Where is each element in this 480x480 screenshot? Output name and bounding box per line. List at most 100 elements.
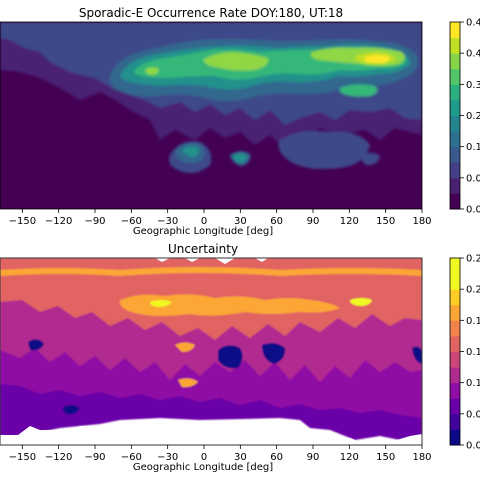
x-axis-ticks: −150 −120 −90 −60 −30 0 30 60 90 120 150 180 xyxy=(9,209,432,227)
plot-area xyxy=(0,258,422,445)
chart-title: Uncertainty xyxy=(168,242,238,256)
colorbar-band xyxy=(450,177,460,194)
colorbar-band xyxy=(450,429,460,446)
contour-level-0.195 xyxy=(119,294,340,316)
colorbar-band xyxy=(450,115,460,132)
colorbar-tick-label: 0.32 xyxy=(466,80,480,91)
x-tick-label: 150 xyxy=(376,452,395,463)
plot-area xyxy=(0,22,422,209)
x-tick-label: 120 xyxy=(340,452,359,463)
contour-blob-low-center xyxy=(218,345,243,369)
contour-level-0.40 xyxy=(203,52,269,71)
x-tick-label: −120 xyxy=(45,452,72,463)
colorbar-bands xyxy=(450,22,460,210)
colorbar-tick-label: 0.18 xyxy=(466,316,480,327)
chart-title: Sporadic-E Occurrence Rate DOY:180, UT:1… xyxy=(79,6,343,20)
x-tick-label: 0 xyxy=(201,216,207,227)
colorbar: 0.06 0.09 0.12 0.15 0.18 0.21 0.24 xyxy=(449,254,480,452)
colorbar-tick-label: 0.48 xyxy=(466,18,480,29)
colorbar-ticks: 0.06 0.09 0.12 0.15 0.18 0.21 0.24 xyxy=(460,254,480,452)
colorbar-band xyxy=(450,367,460,384)
x-axis-ticks: −150 −120 −90 −60 −30 0 30 60 90 120 150 180 xyxy=(9,445,432,463)
contour-blob-0.24-south2 xyxy=(233,153,247,163)
colorbar-tick-label: 0.06 xyxy=(466,441,480,452)
colorbar-band xyxy=(450,193,460,210)
x-tick-label: −60 xyxy=(121,216,142,227)
contour-level-0.48 xyxy=(365,54,390,64)
x-tick-label: 90 xyxy=(307,216,320,227)
contour-blob-0.18-mid xyxy=(175,342,195,352)
contour-fills xyxy=(0,22,422,174)
x-tick-label: −120 xyxy=(45,216,72,227)
colorbar-band xyxy=(450,146,460,163)
plot-frame xyxy=(0,257,423,446)
colorbar-tick-label: 0.12 xyxy=(466,378,480,389)
colorbar-band xyxy=(450,68,460,85)
colorbar-band xyxy=(450,351,460,368)
colorbar-band xyxy=(450,99,460,116)
x-tick-label: 180 xyxy=(412,452,431,463)
colorbar-tick-label: 0.40 xyxy=(466,49,480,60)
colorbar-band xyxy=(450,398,460,415)
colorbar-tick-label: 0.00 xyxy=(466,205,480,216)
colorbar-band xyxy=(450,162,460,179)
colorbar-tick-label: 0.24 xyxy=(466,111,480,122)
colorbar-band xyxy=(450,84,460,101)
x-tick-label: 180 xyxy=(412,216,431,227)
contour-blob-low-east xyxy=(412,346,422,364)
contour-blob-low-west2 xyxy=(28,339,44,351)
colorbar-band xyxy=(450,304,460,321)
contour-blob-0.18-mid2 xyxy=(178,378,198,388)
colorbar-band xyxy=(450,273,460,290)
x-tick-label: −90 xyxy=(84,452,105,463)
colorbar-band xyxy=(450,335,460,352)
x-tick-label: 150 xyxy=(376,216,395,227)
colorbar-band xyxy=(450,22,460,39)
contour-band-0.195-north xyxy=(0,267,422,276)
no-data-top xyxy=(155,258,268,264)
colorbar-tick-label: 0.24 xyxy=(466,254,480,265)
colorbar: 0.00 0.08 0.16 0.24 0.32 0.40 0.48 xyxy=(449,18,480,216)
x-tick-label: 120 xyxy=(340,216,359,227)
colorbar-band xyxy=(450,320,460,337)
colorbar-tick-label: 0.09 xyxy=(466,409,480,420)
x-tick-label: −150 xyxy=(9,452,36,463)
colorbar-band xyxy=(450,258,460,275)
colorbar-band xyxy=(450,413,460,430)
contour-blob-0.24-south xyxy=(182,146,199,157)
plot-frame xyxy=(0,21,423,210)
colorbar-band xyxy=(450,131,460,148)
colorbar-ticks: 0.00 0.08 0.16 0.24 0.32 0.40 0.48 xyxy=(460,18,480,216)
x-tick-label: −90 xyxy=(84,216,105,227)
contour-blob-0.08-east xyxy=(361,152,380,166)
colorbar-tick-label: 0.08 xyxy=(466,173,480,184)
contour-blob-low-west xyxy=(62,405,80,415)
x-tick-label: 60 xyxy=(270,452,283,463)
x-tick-label: 0 xyxy=(201,452,207,463)
x-tick-label: 90 xyxy=(307,452,320,463)
contour-blob-low-center2 xyxy=(262,343,286,364)
x-axis-label: Geographic Longitude [deg] xyxy=(133,226,273,237)
colorbar-tick-label: 0.16 xyxy=(466,142,480,153)
x-tick-label: −150 xyxy=(9,216,36,227)
colorbar-band xyxy=(450,289,460,306)
colorbar-tick-label: 0.15 xyxy=(466,347,480,358)
x-axis-label: Geographic Longitude [deg] xyxy=(133,462,273,473)
x-tick-label: 30 xyxy=(234,216,247,227)
colorbar-band xyxy=(450,53,460,70)
contour-level-0.225 xyxy=(350,298,372,306)
x-tick-label: 60 xyxy=(270,216,283,227)
x-tick-label: −60 xyxy=(121,452,142,463)
x-tick-label: −30 xyxy=(157,452,178,463)
contour-blob-0.40-west xyxy=(145,67,159,75)
colorbar-tick-label: 0.21 xyxy=(466,285,480,296)
x-tick-label: −30 xyxy=(157,216,178,227)
contour-blob-0.225-west xyxy=(150,300,172,307)
no-data-bottom xyxy=(0,426,422,445)
contour-fills xyxy=(0,258,422,440)
x-tick-label: 30 xyxy=(234,452,247,463)
colorbar-band xyxy=(450,382,460,399)
contour-blob-0.08-south2 xyxy=(278,131,370,169)
colorbar-band xyxy=(450,37,460,54)
